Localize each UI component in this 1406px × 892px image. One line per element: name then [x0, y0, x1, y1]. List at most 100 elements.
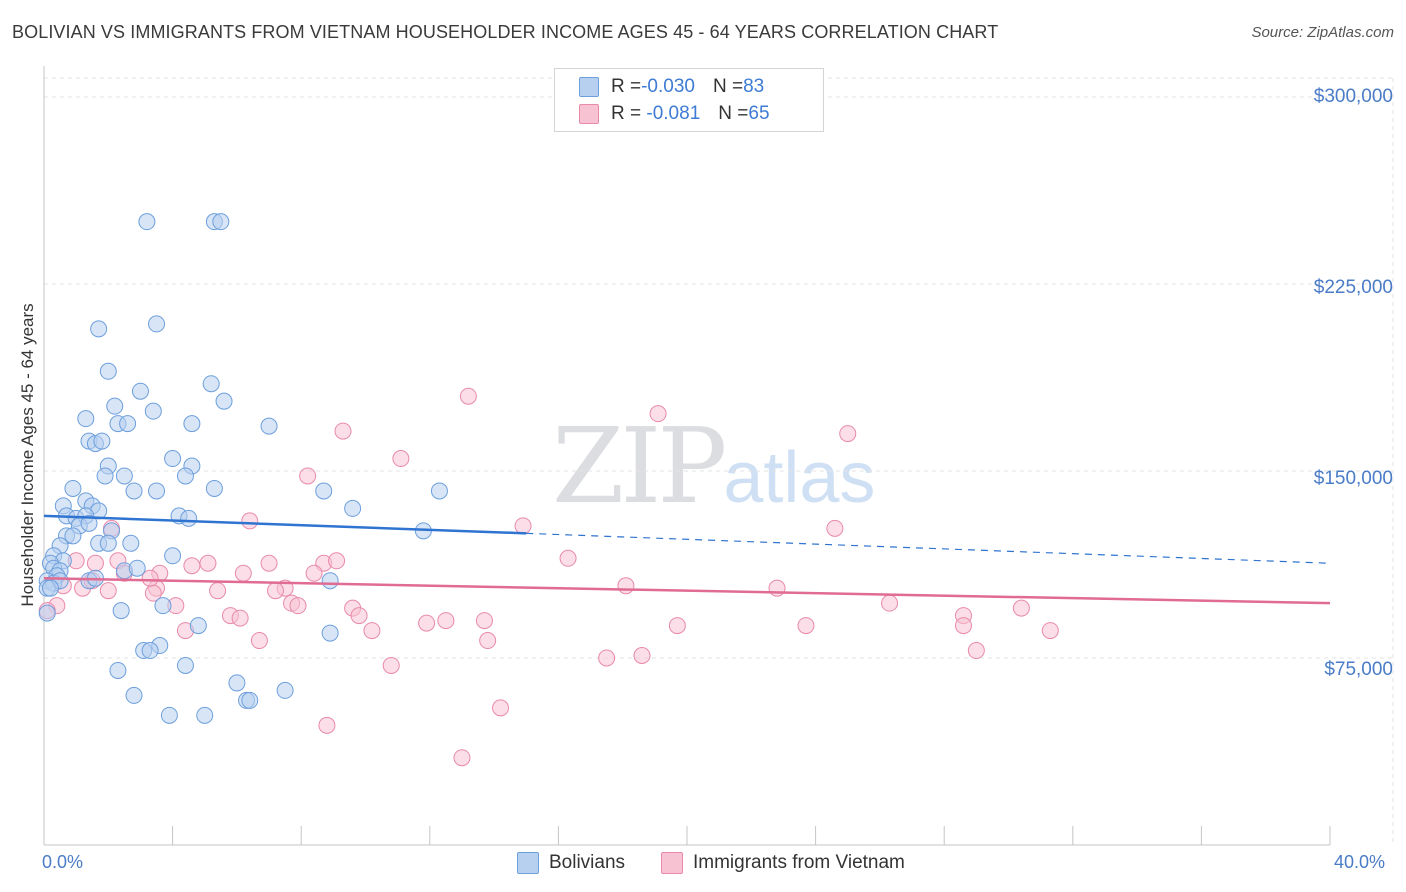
data-point [321, 624, 339, 642]
r-value: -0.030 [641, 76, 695, 97]
legend-pink-swatch [661, 852, 683, 874]
x-tick-label-max: 40.0% [1334, 852, 1386, 872]
data-point [180, 509, 198, 527]
r-label: R = [611, 103, 642, 124]
data-point [453, 749, 471, 767]
chart-title: BOLIVIAN VS IMMIGRANTS FROM VIETNAM HOUS… [12, 22, 999, 42]
legend-item-vietnam[interactable]: Immigrants from Vietnam [661, 852, 905, 874]
data-point [148, 482, 166, 500]
n-value: 83 [743, 76, 765, 97]
legend: Bolivians Immigrants from Vietnam [0, 852, 1406, 878]
data-point [90, 320, 108, 338]
data-point [260, 554, 278, 572]
data-point [154, 597, 172, 615]
data-point [202, 375, 220, 393]
data-point [289, 597, 307, 615]
data-point [64, 527, 82, 545]
data-point [231, 609, 249, 627]
legend-label: Immigrants from Vietnam [693, 852, 905, 873]
data-point [96, 467, 114, 485]
data-point [321, 572, 339, 590]
data-point [141, 642, 159, 660]
data-point [475, 612, 493, 630]
data-point [318, 716, 336, 734]
data-point [125, 686, 143, 704]
data-point [183, 415, 201, 433]
data-point [64, 479, 82, 497]
data-point [649, 405, 667, 423]
data-point [119, 415, 137, 433]
data-point [492, 699, 510, 717]
data-point [164, 547, 182, 565]
stats-box: R = -0.030 N = 83 R = -0.081 N = 65 [554, 68, 824, 132]
axes [43, 66, 1331, 846]
legend-item-bolivians[interactable]: Bolivians [517, 852, 625, 874]
bolivian-points [38, 213, 448, 724]
n-label: N = [712, 76, 744, 97]
data-point [106, 397, 124, 415]
watermark: ZIPatlas [552, 405, 875, 527]
data-point [633, 647, 651, 665]
data-point [138, 213, 156, 231]
data-point [315, 482, 333, 500]
vietnam-points [38, 387, 1059, 767]
data-point [183, 557, 201, 575]
data-point [305, 564, 323, 582]
data-point [276, 681, 294, 699]
data-point [196, 706, 214, 724]
trend-lines [43, 514, 1331, 605]
stats-row-bolivians: R = -0.030 N = 83 [579, 75, 764, 99]
gridlines [44, 77, 1394, 845]
data-point [176, 656, 194, 674]
legend-label: Bolivians [549, 852, 626, 873]
data-point [967, 642, 985, 660]
data-point [99, 534, 117, 552]
data-point [99, 582, 117, 600]
data-point [363, 622, 381, 640]
data-point [430, 482, 448, 500]
data-point [141, 569, 159, 587]
n-value: 65 [748, 103, 770, 124]
data-point [826, 519, 844, 537]
data-point [418, 614, 436, 632]
data-point [122, 534, 140, 552]
r-label: R = [611, 76, 642, 97]
data-point [559, 549, 577, 567]
blue-swatch [579, 77, 599, 97]
data-point [212, 213, 230, 231]
data-point [199, 554, 217, 572]
data-point [109, 661, 127, 679]
data-point [215, 392, 233, 410]
data-point [99, 362, 117, 380]
data-point [250, 632, 268, 650]
data-point [299, 467, 317, 485]
data-point [234, 564, 252, 582]
data-point [125, 482, 143, 500]
data-point [41, 579, 59, 597]
data-point [797, 617, 815, 635]
data-point [144, 402, 162, 420]
x-tick-label-min: 0.0% [42, 852, 84, 872]
stats-row-vietnam: R = -0.081 N = 65 [579, 102, 770, 126]
data-point [1012, 599, 1030, 617]
data-point [668, 617, 686, 635]
data-point [839, 425, 857, 443]
data-point [382, 656, 400, 674]
data-point [392, 450, 410, 468]
y-tick-label: $150,000 [1313, 468, 1393, 489]
data-point [77, 410, 95, 428]
watermark-zip: ZIP [552, 405, 727, 527]
vietnam-trend-line [43, 576, 1331, 605]
bolivian-trend-line [43, 514, 527, 535]
watermark-atlas: atlas [723, 438, 876, 518]
data-point [344, 499, 362, 517]
data-point [86, 554, 104, 572]
data-point [768, 579, 786, 597]
legend-blue-swatch [517, 852, 539, 874]
n-label: N = [718, 103, 749, 124]
data-point [598, 649, 616, 667]
data-point [128, 559, 146, 577]
data-point [437, 612, 455, 630]
data-point [160, 706, 178, 724]
